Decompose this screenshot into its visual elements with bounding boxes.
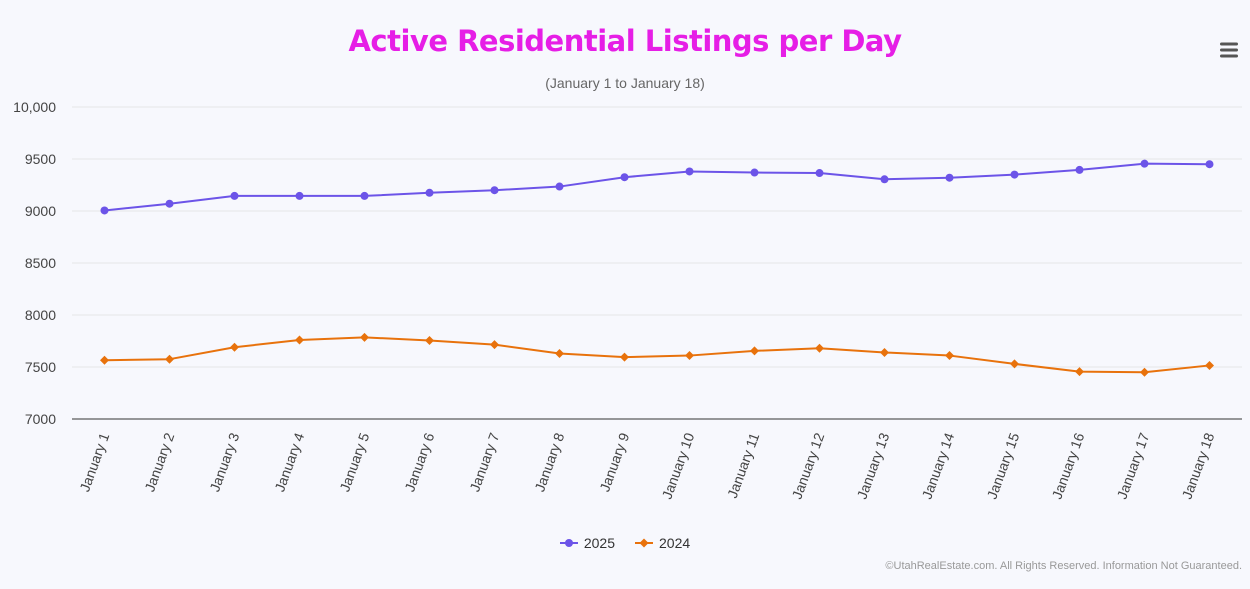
data-point[interactable] (230, 342, 239, 352)
data-point[interactable] (1075, 165, 1084, 174)
data-point[interactable] (1075, 367, 1084, 377)
x-tick-label: January 5 (336, 430, 372, 493)
data-point[interactable] (815, 343, 824, 353)
data-point[interactable] (945, 351, 954, 361)
legend-symbol (635, 538, 653, 548)
x-tick-label: January 13 (854, 430, 893, 501)
data-point[interactable] (100, 206, 109, 215)
data-point[interactable] (555, 348, 564, 358)
x-tick-label: January 16 (1049, 430, 1088, 501)
data-point[interactable] (230, 191, 239, 200)
legend-symbol (559, 539, 578, 547)
y-tick-label: 8000 (25, 307, 56, 323)
legend-label: 2024 (659, 535, 691, 551)
data-point[interactable] (880, 347, 889, 357)
data-point[interactable] (1205, 360, 1214, 370)
x-tick-label: January 15 (984, 430, 1023, 501)
credits-text[interactable]: ©UtahRealEstate.com. All Rights Reserved… (885, 560, 1242, 572)
x-tick-label: January 10 (659, 430, 698, 501)
y-tick-label: 7000 (25, 411, 56, 427)
data-point[interactable] (1140, 159, 1149, 168)
y-tick-label: 8500 (25, 255, 56, 271)
data-point[interactable] (945, 173, 954, 182)
series-2024 (100, 332, 1214, 377)
data-point[interactable] (295, 335, 304, 345)
x-tick-label: January 8 (531, 430, 567, 493)
data-point[interactable] (620, 352, 629, 362)
y-tick-label: 10,000 (13, 99, 56, 115)
x-tick-label: January 11 (724, 430, 762, 500)
data-point[interactable] (490, 340, 499, 350)
data-point[interactable] (295, 191, 304, 200)
chart-subtitle: (January 1 to January 18) (545, 75, 705, 91)
data-point[interactable] (165, 354, 174, 364)
x-tick-label: January 12 (789, 430, 828, 501)
chart-menu-button[interactable] (1214, 36, 1244, 64)
data-point[interactable] (685, 167, 694, 176)
y-tick-label: 9000 (25, 203, 56, 219)
legend-item-2025[interactable]: 2025 (559, 535, 615, 551)
data-point[interactable] (815, 169, 824, 178)
data-point[interactable] (880, 175, 889, 184)
x-tick-label: January 6 (401, 430, 437, 493)
data-point[interactable] (360, 332, 369, 342)
data-point[interactable] (750, 346, 759, 356)
series-line-2024 (104, 336, 1210, 374)
x-tick-label: January 18 (1179, 430, 1218, 501)
data-point[interactable] (425, 188, 434, 197)
x-tick-label: January 17 (1114, 430, 1153, 501)
data-point[interactable] (360, 191, 369, 200)
data-point[interactable] (750, 168, 759, 177)
series-2025 (100, 159, 1214, 215)
series-line-2025 (104, 162, 1210, 212)
data-point[interactable] (1205, 160, 1214, 169)
data-point[interactable] (425, 335, 434, 345)
data-point[interactable] (1010, 170, 1019, 179)
series-layer (100, 159, 1214, 377)
data-point[interactable] (1140, 367, 1149, 377)
x-tick-label: January 7 (466, 430, 502, 493)
grid-lines (72, 106, 1242, 368)
x-tick-label: January 2 (141, 430, 177, 493)
x-tick-label: January 14 (919, 430, 958, 501)
data-point[interactable] (555, 182, 564, 191)
x-tick-label: January 1 (76, 430, 112, 493)
y-tick-label: 7500 (25, 359, 56, 375)
data-point[interactable] (490, 186, 499, 195)
hamburger-menu-icon (1220, 42, 1238, 58)
data-point[interactable] (165, 199, 174, 208)
legend-label: 2025 (583, 535, 615, 551)
data-point[interactable] (1010, 359, 1019, 369)
data-point[interactable] (100, 355, 109, 365)
data-point[interactable] (620, 173, 629, 182)
x-tick-label: January 4 (271, 430, 307, 493)
chart-title: Active Residential Listings per Day (348, 24, 902, 58)
x-tick-label: January 3 (206, 430, 242, 493)
y-tick-label: 9500 (25, 151, 56, 167)
legend: 2025 2024 (0, 535, 1250, 551)
x-tick-label: January 9 (596, 430, 632, 493)
data-point[interactable] (685, 351, 694, 361)
legend-item-2024[interactable]: 2024 (635, 535, 690, 551)
